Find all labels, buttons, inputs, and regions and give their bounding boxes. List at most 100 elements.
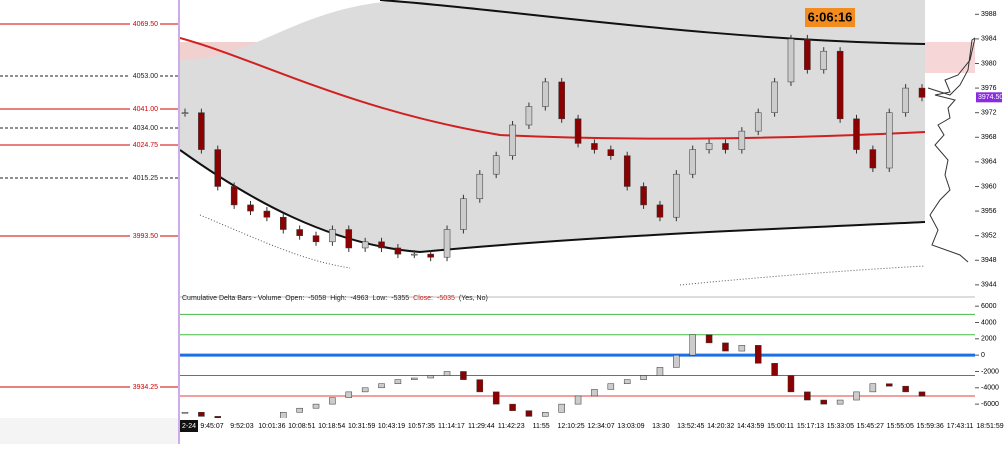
time-label: 10:08:51	[288, 423, 315, 430]
delta-bar	[509, 403, 516, 411]
candle	[591, 143, 598, 150]
delta-bar	[542, 412, 549, 417]
time-label: 10:57:35	[408, 423, 435, 430]
candle	[181, 112, 189, 114]
level-label: 4015.25	[133, 175, 158, 182]
level-label: 3993.50	[133, 233, 158, 240]
delta-bar	[918, 391, 926, 397]
header-low: -5355	[391, 295, 409, 302]
time-label: 11:42:23	[498, 423, 525, 430]
level-label: 4024.75	[133, 142, 158, 149]
y-tick-label: 4000	[981, 319, 997, 326]
last-price: 3974.50	[978, 94, 1003, 101]
delta-bar	[443, 371, 451, 376]
header-title: Cumulative Delta Bars - Volume	[182, 295, 281, 302]
time-label: 15:59:36	[917, 423, 944, 430]
time-label: 9:52:03	[230, 423, 253, 430]
candle	[296, 229, 303, 236]
delta-bar	[607, 383, 615, 390]
level-tag	[130, 231, 160, 241]
y-tick-label: 3948	[981, 257, 997, 264]
left-footer	[0, 418, 178, 444]
time-label: 14:43:59	[737, 423, 764, 430]
y-tick-label: 3944	[981, 282, 997, 289]
y-tick-label: 6000	[981, 303, 997, 310]
level-label: 4069.50	[133, 21, 158, 28]
candle	[607, 149, 615, 156]
y-tick-label: -6000	[981, 401, 999, 408]
candle	[689, 149, 696, 175]
time-label: 10:43:19	[378, 423, 405, 430]
y-tick-label: 3968	[981, 134, 997, 141]
candle	[361, 241, 369, 249]
time-label: 9:45:07	[200, 423, 223, 430]
level-tag	[130, 173, 160, 183]
delta-bar	[623, 379, 631, 384]
time-label: 11:29:44	[468, 423, 495, 430]
candles	[181, 34, 926, 262]
dotted-band	[199, 214, 926, 286]
candle	[378, 241, 385, 249]
y-tick-label: 3960	[981, 183, 997, 190]
candle	[460, 198, 467, 230]
delta-bar	[673, 354, 680, 368]
time-label: 11:14:17	[438, 423, 465, 430]
delta-header: Cumulative Delta Bars - Volume Open: -5058…	[182, 295, 488, 302]
header-open-label: Open:	[285, 295, 304, 302]
delta-bar	[460, 371, 467, 380]
moving-average	[180, 37, 926, 140]
candle	[820, 50, 827, 70]
y-tick-label: 3984	[981, 36, 997, 43]
candle	[885, 112, 893, 169]
level-tag	[130, 104, 160, 114]
delta-bar	[312, 403, 320, 409]
delta-bar	[804, 391, 811, 401]
delta-bar	[361, 387, 369, 393]
candle	[312, 235, 320, 243]
band	[180, 0, 925, 252]
delta-bar	[181, 412, 189, 414]
candle	[263, 210, 271, 218]
candle	[558, 81, 565, 120]
candle	[754, 112, 762, 132]
candle	[771, 81, 778, 113]
delta-bar	[378, 383, 385, 389]
y-tick-label: 2000	[981, 336, 997, 343]
timer: 6:06:16	[808, 9, 853, 24]
delta-bar	[411, 377, 418, 380]
last-price-tag	[976, 92, 1002, 103]
timer-box	[805, 8, 855, 27]
candle	[623, 155, 631, 187]
y-tick-label: 3956	[981, 208, 997, 215]
candle	[787, 38, 795, 83]
candle	[411, 253, 418, 256]
delta-bar	[394, 379, 402, 384]
time-label: 15:00:11	[767, 423, 794, 430]
delta-bar	[345, 391, 353, 398]
time-label: 15:33:05	[827, 423, 854, 430]
candle	[329, 229, 336, 243]
delta-bar	[722, 342, 729, 352]
delta-bar	[591, 389, 598, 397]
date-box	[180, 420, 198, 432]
time-label: 10:18:54	[318, 423, 345, 430]
candle	[198, 112, 205, 150]
y-tick-label: -4000	[981, 385, 999, 392]
time-label: 15:45:27	[857, 423, 884, 430]
header-low-label: Low:	[372, 295, 387, 302]
time-label: 10:31:59	[348, 423, 375, 430]
time-label: 11:55	[533, 423, 550, 430]
y-tick-label: 3980	[981, 60, 997, 67]
delta-bar	[214, 416, 222, 418]
delta-bar	[558, 403, 565, 413]
level-tag	[130, 382, 160, 392]
candle	[918, 87, 926, 98]
candle	[836, 50, 844, 120]
time-label: 13:30	[652, 423, 670, 430]
delta-bar	[280, 412, 287, 418]
delta-bar	[427, 375, 434, 379]
header-high: -4963	[351, 295, 369, 302]
candle	[902, 87, 909, 113]
time-label: 12:34:07	[587, 423, 614, 430]
